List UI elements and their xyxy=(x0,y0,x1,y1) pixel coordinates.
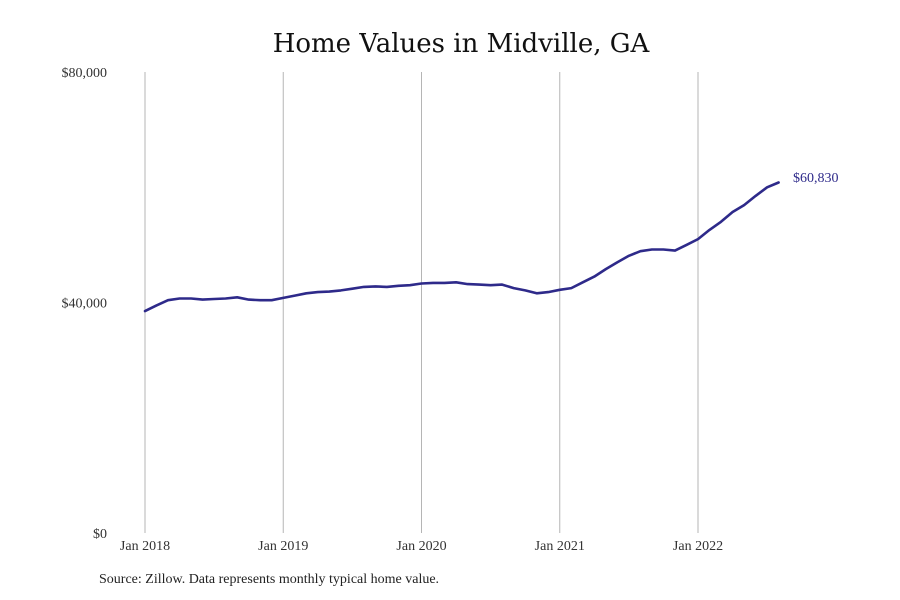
source-note: Source: Zillow. Data represents monthly … xyxy=(99,572,440,587)
x-tick-label: Jan 2019 xyxy=(258,539,308,554)
end-value-label: $60,830 xyxy=(793,171,839,186)
y-tick-label: $0 xyxy=(93,527,107,542)
chart-title: Home Values in Midville, GA xyxy=(273,29,651,59)
y-axis: $0 $40,000 $80,000 xyxy=(62,66,108,542)
x-tick-label: Jan 2018 xyxy=(120,539,170,554)
gridlines xyxy=(144,72,699,533)
series-line xyxy=(143,181,780,313)
y-tick-label: $80,000 xyxy=(62,66,108,81)
x-tick-label: Jan 2021 xyxy=(535,539,585,554)
y-tick-label: $40,000 xyxy=(62,297,108,312)
x-axis: Jan 2018 Jan 2019 Jan 2020 Jan 2021 Jan 2022 xyxy=(120,539,723,554)
series-group xyxy=(143,181,780,313)
x-tick-label: Jan 2022 xyxy=(673,539,723,554)
x-tick-label: Jan 2020 xyxy=(396,539,446,554)
